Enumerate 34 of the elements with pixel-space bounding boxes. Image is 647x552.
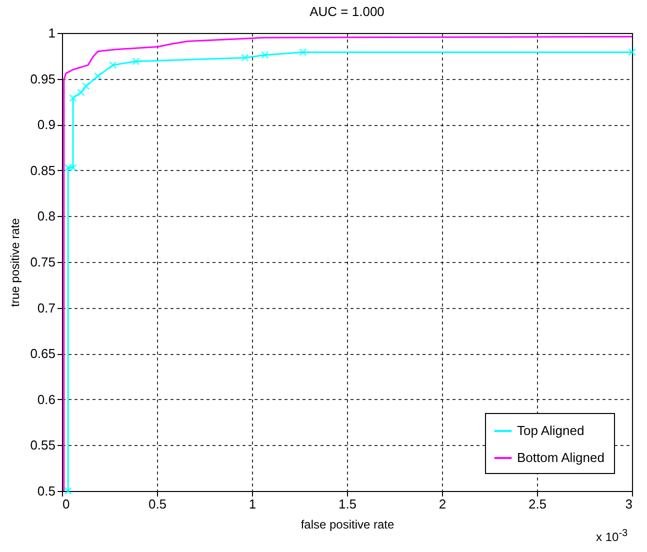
- point: [299, 48, 307, 56]
- point: [77, 88, 85, 96]
- x-tick-label: 1.5: [338, 496, 357, 512]
- legend-label: Bottom Aligned: [517, 450, 604, 465]
- y-tick-label: 1: [48, 26, 56, 40]
- y-tick-label: 0.5: [37, 484, 56, 498]
- x-tick-label: 3: [625, 496, 632, 512]
- point: [261, 51, 269, 59]
- x-axis-title: false positive rate: [300, 518, 395, 532]
- y-tick-label: 0.85: [30, 162, 56, 178]
- point: [82, 82, 90, 90]
- x-tick-label: 1: [248, 496, 256, 512]
- point: [94, 72, 102, 80]
- x-tick-label: 0.5: [148, 496, 167, 512]
- y-tick-label: 0.9: [37, 117, 56, 132]
- x-tick-label: 0: [62, 496, 70, 512]
- y-tick-label: 0.6: [37, 392, 56, 407]
- text: x 10$^{-3}$: [596, 528, 628, 544]
- point: [241, 54, 249, 62]
- point: [109, 61, 117, 69]
- legend-label: Top Aligned: [517, 423, 584, 438]
- y-tick-label: 0.55: [30, 438, 56, 453]
- y-tick-label: 0.7: [37, 300, 56, 316]
- y-tick-label: 0.75: [30, 254, 56, 270]
- x-tick-label: 2.5: [528, 496, 547, 512]
- point: [132, 57, 140, 66]
- x-tick-label: 2: [438, 496, 446, 512]
- y-tick-label: 0.8: [37, 208, 56, 224]
- y-tick-label: 0.95: [30, 71, 56, 86]
- chart-title: AUC = 1.000: [310, 4, 384, 19]
- point: [628, 48, 636, 56]
- point: [69, 94, 77, 102]
- y-axis-title: true positive rate: [8, 218, 22, 307]
- y-tick-label: 0.65: [30, 346, 56, 362]
